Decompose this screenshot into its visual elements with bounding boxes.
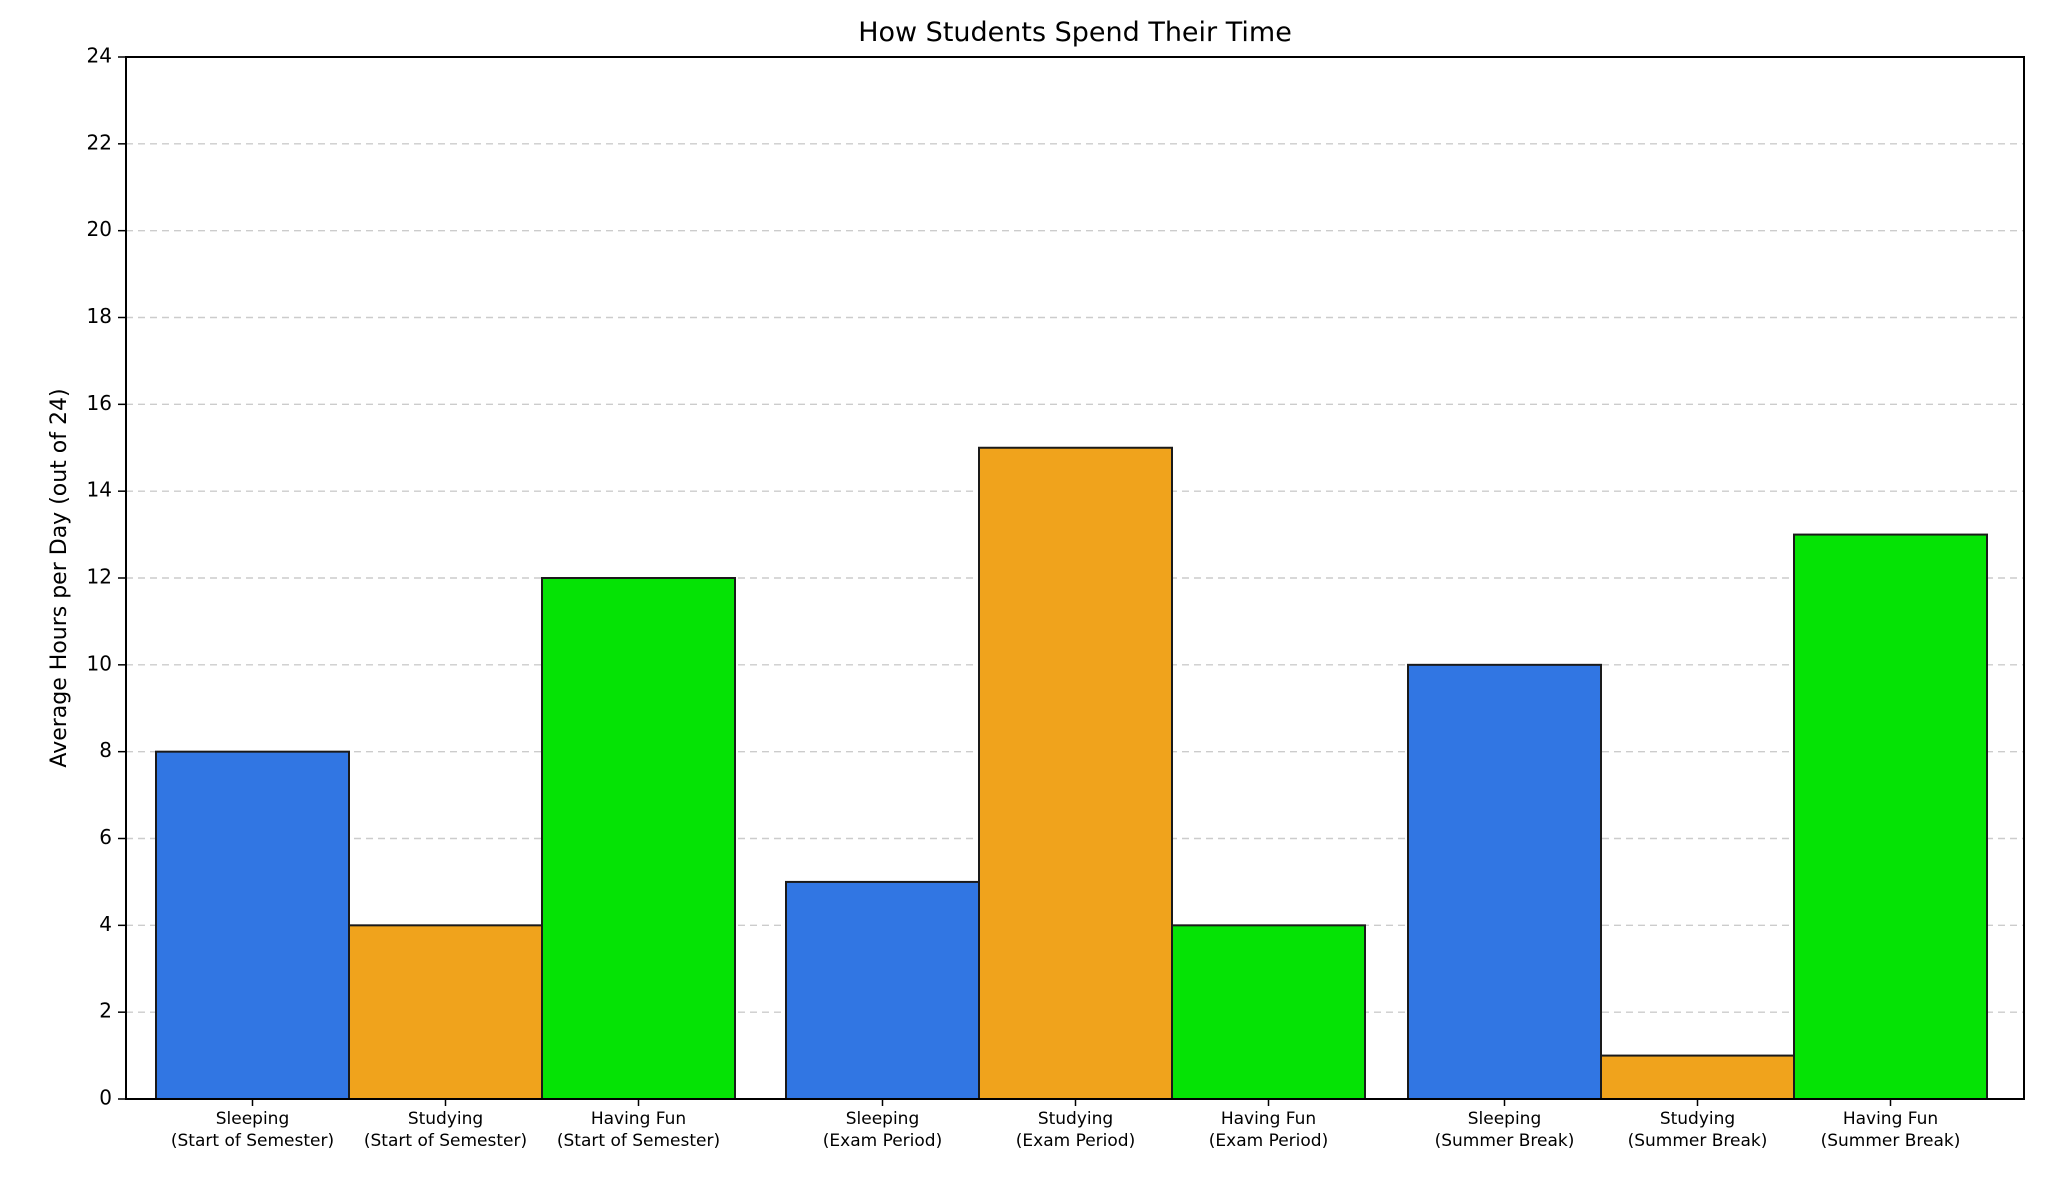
y-tick-label: 16 (87, 391, 112, 415)
y-tick-label: 24 (87, 44, 112, 68)
x-tick-label-line1: Studying (1038, 1109, 1113, 1129)
bar-having-fun (541, 577, 736, 1100)
bar-studying (1600, 1054, 1795, 1101)
y-tick-label: 12 (87, 565, 112, 589)
x-tick-label-line1: Studying (1660, 1109, 1735, 1129)
x-tick-label-line1: Having Fun (1221, 1109, 1316, 1129)
bars (155, 446, 1988, 1101)
bar-sleeping (785, 880, 980, 1101)
x-tick-label-line1: Sleeping (846, 1109, 920, 1129)
x-tick-label-line2: (Exam Period) (1016, 1131, 1135, 1151)
bar-sleeping (155, 750, 350, 1101)
x-tick-label-line2: (Summer Break) (1821, 1131, 1961, 1151)
x-tick-label-line1: Having Fun (1843, 1109, 1938, 1129)
x-tick-label-line2: (Start of Semester) (171, 1131, 334, 1151)
y-tick-label: 4 (99, 912, 112, 936)
y-axis-label: Average Hours per Day (out of 24) (47, 388, 72, 767)
y-tick-label: 6 (99, 825, 112, 849)
x-tick-label-line2: (Start of Semester) (364, 1131, 527, 1151)
y-tick-label: 2 (99, 999, 112, 1023)
bar-having-fun (1793, 533, 1988, 1100)
x-axis-ticks: Sleeping(Start of Semester)Studying(Star… (171, 1099, 1961, 1151)
y-tick-label: 22 (87, 130, 112, 154)
x-tick-label-line2: (Exam Period) (1209, 1131, 1328, 1151)
x-tick-label-line2: (Exam Period) (823, 1131, 942, 1151)
bar-studying (348, 924, 543, 1100)
x-tick-label-line1: Studying (408, 1109, 483, 1129)
bar-studying (978, 446, 1173, 1100)
chart-title: How Students Spend Their Time (858, 17, 1292, 48)
x-tick-label-line2: (Start of Semester) (557, 1131, 720, 1151)
y-tick-label: 14 (87, 478, 112, 502)
x-tick-label-line1: Sleeping (1468, 1109, 1542, 1129)
y-tick-label: 8 (99, 738, 112, 762)
x-tick-label-line2: (Summer Break) (1435, 1131, 1575, 1151)
x-tick-label-line1: Having Fun (591, 1109, 686, 1129)
y-tick-label: 18 (87, 304, 112, 328)
x-tick-label-line2: (Summer Break) (1628, 1131, 1768, 1151)
bar-having-fun (1171, 924, 1366, 1100)
y-tick-label: 20 (87, 217, 112, 241)
x-tick-label-line1: Sleeping (216, 1109, 290, 1129)
bar-sleeping (1407, 663, 1602, 1100)
y-tick-label: 10 (87, 651, 112, 675)
y-tick-label: 0 (99, 1086, 112, 1110)
